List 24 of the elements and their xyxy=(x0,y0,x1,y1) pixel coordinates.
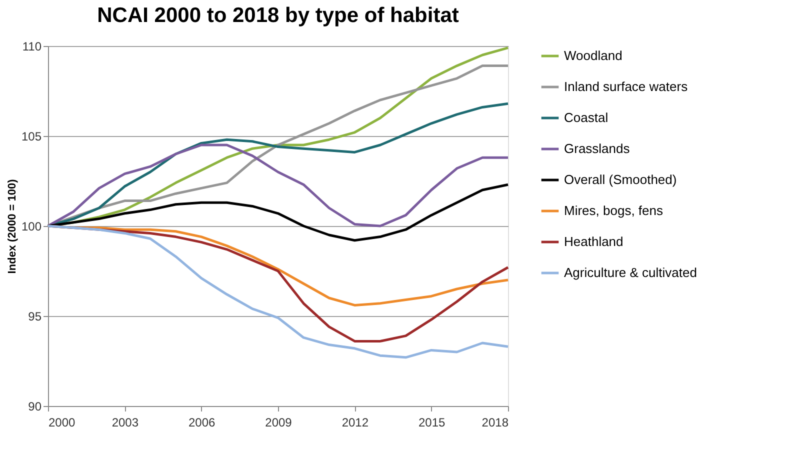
x-tick-label: 2012 xyxy=(342,416,369,430)
legend-label: Agriculture & cultivated xyxy=(564,265,697,280)
y-axis-title: Index (2000 = 100) xyxy=(6,178,18,274)
legend-label: Overall (Smoothed) xyxy=(564,172,677,187)
y-tick-label: 110 xyxy=(22,40,42,54)
y-tick-label: 105 xyxy=(21,130,42,144)
legend-label: Coastal xyxy=(564,110,608,125)
x-tick-label: 2018 xyxy=(482,416,509,430)
x-tick-label: 2009 xyxy=(265,416,292,430)
y-tick-label: 95 xyxy=(28,310,42,324)
legend-label: Woodland xyxy=(564,48,622,63)
chart-title: NCAI 2000 to 2018 by type of habitat xyxy=(97,4,459,27)
legend-label: Heathland xyxy=(564,234,624,249)
legend-label: Grasslands xyxy=(564,141,630,156)
legend-label: Mires, bogs, fens xyxy=(564,203,664,218)
x-tick-label: 2006 xyxy=(188,416,216,430)
x-tick-label: 2015 xyxy=(418,416,446,430)
y-tick-label: 100 xyxy=(21,220,42,234)
legend-label: Inland surface waters xyxy=(564,79,688,94)
x-tick-label: 2003 xyxy=(112,416,139,430)
y-tick-label: 90 xyxy=(28,400,42,414)
line-series xyxy=(46,144,510,228)
x-tick-label: 2000 xyxy=(48,416,76,430)
line-series xyxy=(46,183,510,242)
